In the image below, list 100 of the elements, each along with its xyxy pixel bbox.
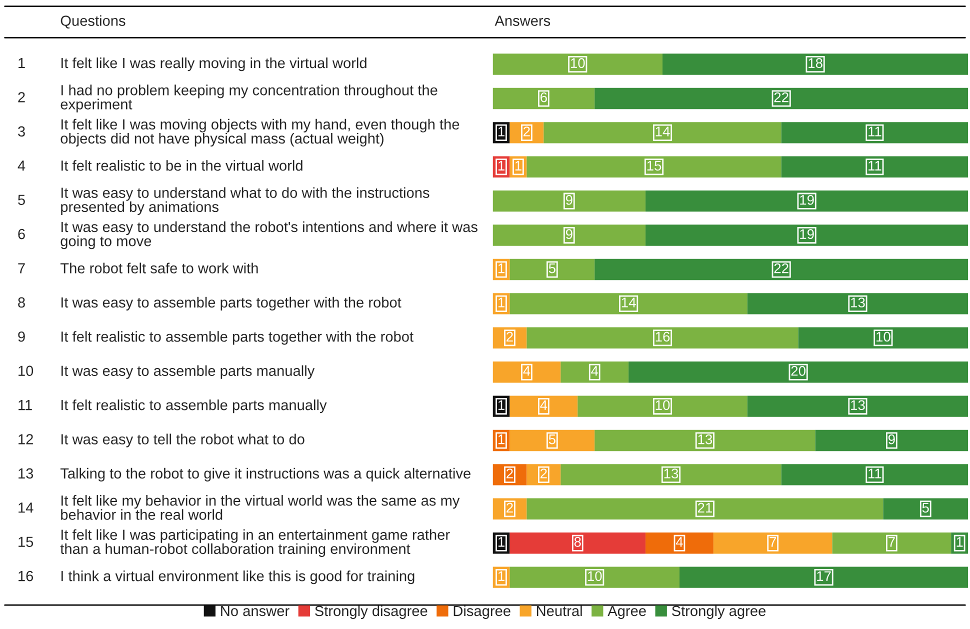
bar [492,88,595,110]
text: 2 [18,92,25,102]
y-tick-label: It felt realistic to assemble parts manually [61,399,327,414]
bar [781,156,968,178]
bar [883,498,968,520]
data-label: 2 [506,468,513,478]
data-label: 1 [498,400,504,410]
bar [781,122,968,144]
data-label: 17 [817,571,831,581]
y-tick-label: It was easy to tell the robot what to do [61,434,304,448]
data-label: 14 [656,126,670,136]
data-label: 1 [498,298,504,308]
data-label: 11 [868,160,882,170]
data-label: 2 [524,126,530,136]
bar [646,190,968,212]
y-tick-label: It felt like I was participating in an entertainment game rather than a human-robot collaboration training environment [60,529,450,557]
bar [713,532,832,554]
text: 15 [18,536,34,548]
text: Questions [60,15,126,29]
data-label: 1 [498,537,504,547]
data-label: 1 [498,160,504,170]
legend-label: Strongly agree [672,605,766,620]
data-label: 4 [676,537,683,547]
bar [594,88,968,110]
data-label: 13 [698,434,712,444]
data-label: 21 [698,502,712,512]
data-label: 1 [498,434,504,444]
data-label: 1 [956,537,963,547]
data-label: 9 [566,194,572,205]
text: Answers [494,16,550,26]
text: 8 [18,297,25,308]
data-label: 20 [791,366,806,376]
bar [560,361,629,383]
data-label: 5 [548,264,556,274]
bar [815,430,968,452]
data-label: 18 [808,58,822,68]
bar [526,498,884,520]
data-label: 2 [506,502,513,512]
data-label: 14 [622,298,636,308]
y-tick-label: It felt like my behavior in the virtual world was the same as my behavior in the real world [61,495,460,520]
bar [594,430,816,452]
text: 5 [18,194,25,205]
data-label: 22 [774,263,788,274]
bar [594,258,968,280]
data-label: 19 [800,194,814,205]
data-label: 10 [588,571,602,582]
text: 9 [18,331,25,342]
data-label: 1 [498,571,504,581]
data-label: 13 [851,400,865,410]
data-label: 11 [868,468,882,478]
data-label: 22 [774,92,788,102]
data-label: 10 [876,332,890,342]
y-tick-label: It was easy to assemble parts together with the robot [61,296,402,310]
y-tick-label: I think a virtual environment like this is good for training [61,570,414,584]
bar [526,156,782,178]
y-tick-label: It felt like I was really moving in the virtual world [61,57,366,72]
y-tick-label: It felt like I was moving objects with my hand, even though the objects did not have physical mass (actual weight) [60,118,460,147]
data-label: 4 [523,366,530,376]
data-label: 7 [888,537,895,547]
data-label: 10 [656,400,670,410]
text: 14 [18,502,34,513]
text: 6 [18,228,25,240]
bar [510,293,748,314]
bar [781,464,968,486]
data-label: 7 [770,537,776,547]
bar [679,566,968,588]
data-label: 1 [498,264,504,274]
text: 1 [18,58,25,68]
data-label: 9 [566,229,572,240]
y-tick-label: I had no problem keeping my concentration throughout the experiment [60,84,438,112]
legend-label: Agree [608,606,646,620]
bar [544,122,782,144]
y-tick-label: It was easy to assemble parts manually [61,365,315,379]
data-label: 2 [506,332,513,342]
y-tick-label: It felt realistic to assemble parts together with the robot [61,331,414,345]
data-label: 8 [574,536,581,547]
y-tick-label: Talking to the robot to give it instructions was a quick alternative [60,468,470,482]
y-tick-label: It was easy to understand the robot's intentions and where it was going to move [60,221,478,250]
data-label: 1 [515,160,522,170]
bar [662,54,968,75]
bar [510,566,680,588]
bar [578,396,748,417]
text: 3 [18,126,25,137]
text: 10 [18,366,34,376]
bar [510,430,595,452]
bar [747,396,968,417]
y-tick-label: It felt realistic to be in the virtual world [61,160,302,171]
bar [646,224,968,246]
bar [798,327,968,348]
data-label: 13 [664,468,678,478]
text: 12 [18,434,33,444]
bar [510,532,646,554]
legend-label: No answer [221,606,290,616]
data-label: 19 [800,229,814,240]
data-label: 2 [540,468,547,478]
data-label: 6 [540,92,547,102]
bar [832,532,952,554]
bar [492,224,646,246]
text: 16 [18,570,34,582]
data-label: 15 [647,160,662,171]
